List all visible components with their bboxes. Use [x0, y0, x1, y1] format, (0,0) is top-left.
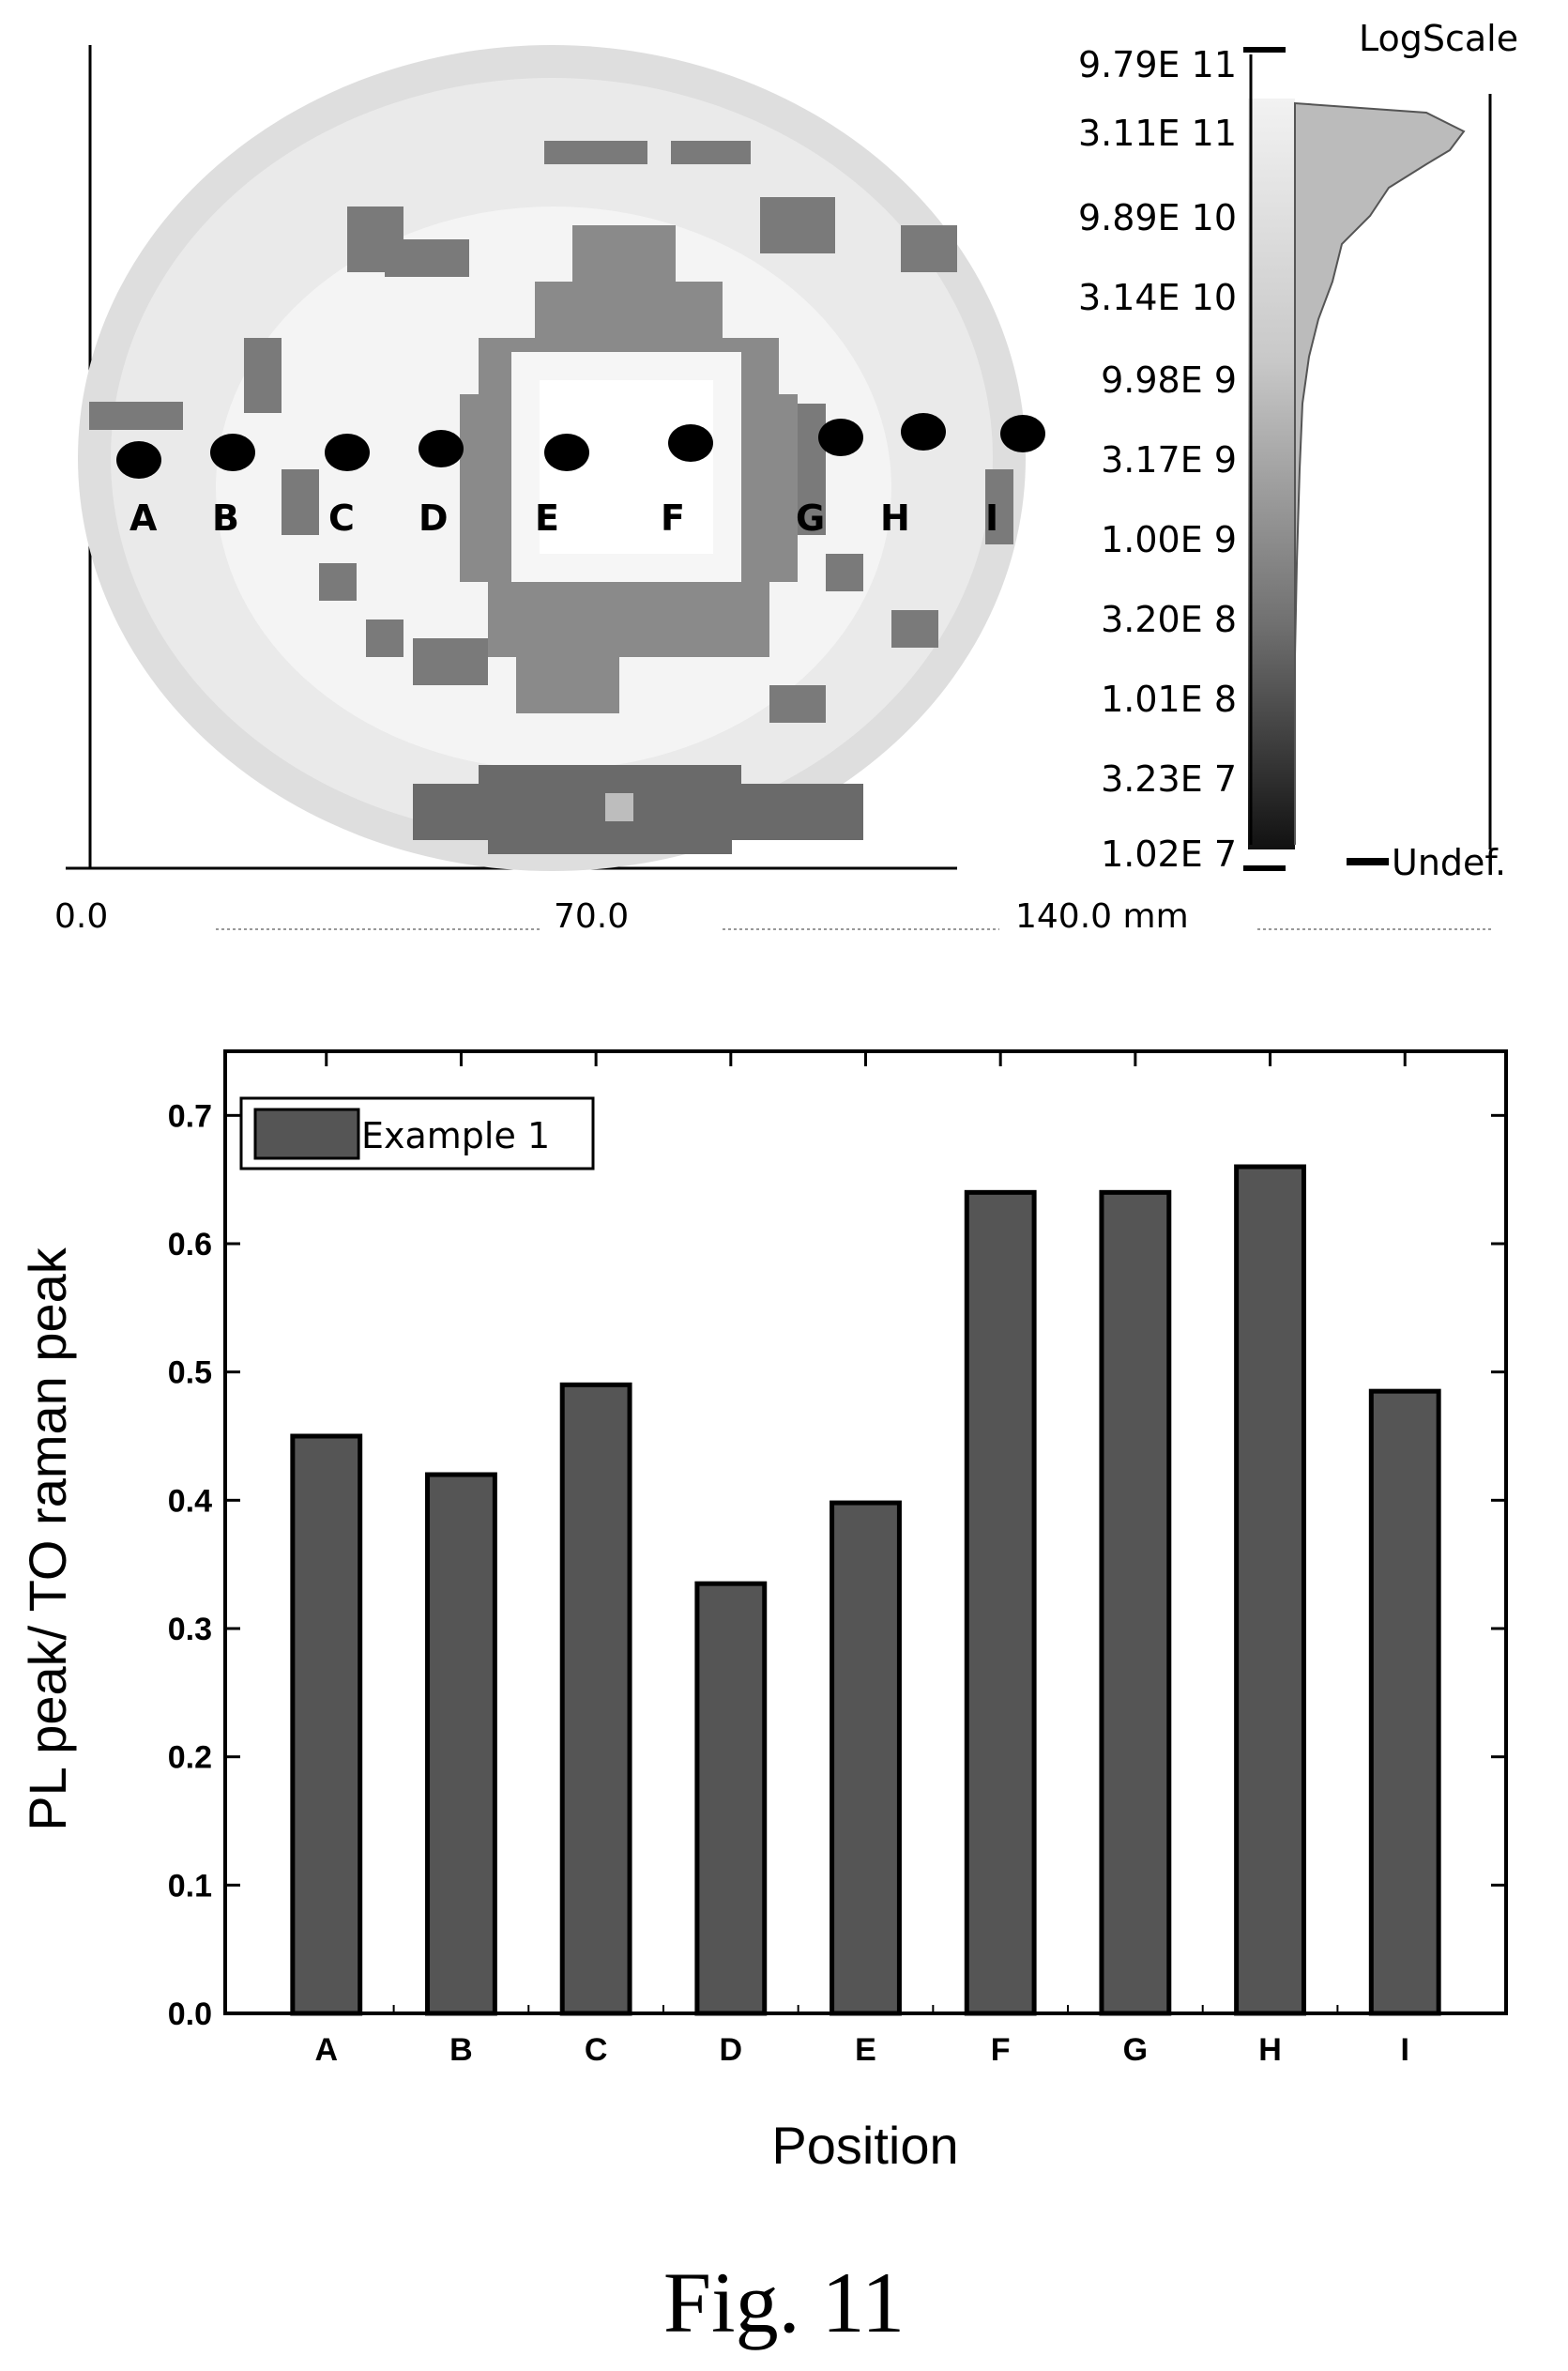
bar-chart: 0.0 0.1 0.2 0.3 0.4 0.5 0.6 0.7 A B C D E F G H I Examp…	[18, 1049, 1508, 2175]
bar-b	[425, 1472, 497, 2016]
scale-value: 3.17E 9	[1101, 439, 1237, 481]
bar-h	[1234, 1164, 1306, 2016]
measurement-spots	[116, 413, 1045, 479]
y-axis-title: PL peak/ TO raman peak	[18, 1247, 77, 1831]
x-tick-label: A	[314, 2032, 338, 2068]
undefined-label: Undef.	[1392, 842, 1506, 883]
x-tick-label: D	[720, 2032, 743, 2068]
spot-b	[210, 434, 255, 471]
scale-values: 9.79E 11 3.11E 11 9.89E 10 3.14E 10 9.98…	[1078, 44, 1237, 875]
color-scale-bar	[1248, 99, 1295, 849]
bar-a	[290, 1433, 363, 2016]
spot-e	[544, 434, 589, 471]
map-x-axis-ticks: 0.0 70.0 140.0 mm	[54, 897, 1492, 936]
position-label: D	[419, 497, 449, 539]
scale-value: 1.01E 8	[1101, 679, 1237, 720]
spot-h	[901, 413, 946, 451]
legend-label: Example 1	[361, 1115, 550, 1156]
position-label: C	[328, 497, 355, 539]
log-color-scale: LogScale Undef. 9.79E 11 3.11E 11 9.89E …	[1078, 18, 1518, 883]
histogram	[1294, 101, 1466, 845]
scale-value: 3.14E 10	[1078, 277, 1237, 318]
x-tick-label: E	[855, 2032, 876, 2068]
position-labels: A B C D E F G H I	[129, 497, 998, 539]
scale-value: 1.02E 7	[1101, 834, 1237, 875]
spot-g	[818, 419, 863, 456]
position-label: I	[985, 497, 998, 539]
map-x-tick: 140.0 mm	[1015, 897, 1189, 936]
bar-i	[1368, 1388, 1441, 2016]
y-tick-label: 0.7	[168, 1098, 212, 1134]
bar-g	[1099, 1189, 1172, 2016]
position-label: G	[796, 497, 825, 539]
scale-value: 1.00E 9	[1101, 519, 1237, 560]
position-label: H	[880, 497, 910, 539]
x-tick-label: H	[1258, 2032, 1282, 2068]
bar-e	[830, 1500, 902, 2016]
spot-a	[116, 441, 161, 479]
spot-f	[668, 424, 713, 462]
bar-series	[290, 1164, 1441, 2016]
y-tick-label: 0.1	[168, 1868, 212, 1904]
spot-i	[1000, 415, 1045, 452]
position-label: B	[212, 497, 239, 539]
scale-value: 9.98E 9	[1101, 359, 1237, 401]
position-label: A	[129, 497, 158, 539]
x-tick-label: G	[1123, 2032, 1148, 2068]
map-x-tick: 0.0	[54, 897, 108, 936]
log-scale-label: LogScale	[1359, 18, 1518, 59]
legend: Example 1	[239, 1096, 595, 1170]
y-tick-label: 0.2	[168, 1740, 212, 1776]
x-tick-label: C	[585, 2032, 608, 2068]
scale-value: 9.79E 11	[1078, 44, 1237, 85]
scale-value: 3.23E 7	[1101, 758, 1237, 800]
map-x-tick: 70.0	[554, 897, 629, 936]
position-label: E	[535, 497, 559, 539]
y-tick-label: 0.5	[168, 1355, 212, 1391]
y-axis-ticks: 0.0 0.1 0.2 0.3 0.4 0.5 0.6 0.7	[168, 1098, 1506, 2032]
y-tick-label: 0.6	[168, 1227, 212, 1262]
x-tick-label: B	[449, 2032, 473, 2068]
x-axis-title: Position	[771, 2116, 958, 2175]
figure-label: Fig. 11	[662, 2255, 906, 2350]
y-tick-label: 0.3	[168, 1612, 212, 1647]
bar-c	[559, 1382, 632, 2016]
bar-f	[964, 1189, 1037, 2016]
legend-swatch	[253, 1108, 360, 1160]
spot-c	[325, 434, 370, 471]
bar-d	[694, 1581, 768, 2016]
x-tick-label: I	[1401, 2032, 1409, 2068]
spot-d	[419, 430, 464, 467]
y-tick-label: 0.4	[168, 1483, 212, 1519]
scale-value: 3.11E 11	[1078, 113, 1237, 154]
y-tick-label: 0.0	[168, 1996, 212, 2032]
scale-value: 3.20E 8	[1101, 599, 1237, 640]
scale-value: 9.89E 10	[1078, 197, 1237, 238]
position-label: F	[661, 497, 685, 539]
x-tick-label: F	[991, 2032, 1011, 2068]
x-axis-ticks: A B C D E F G H I	[314, 1051, 1409, 2068]
wafer-map-panel: A B C D E F G H I 0.0 70.0 140.0 mm LogS…	[54, 18, 1518, 936]
